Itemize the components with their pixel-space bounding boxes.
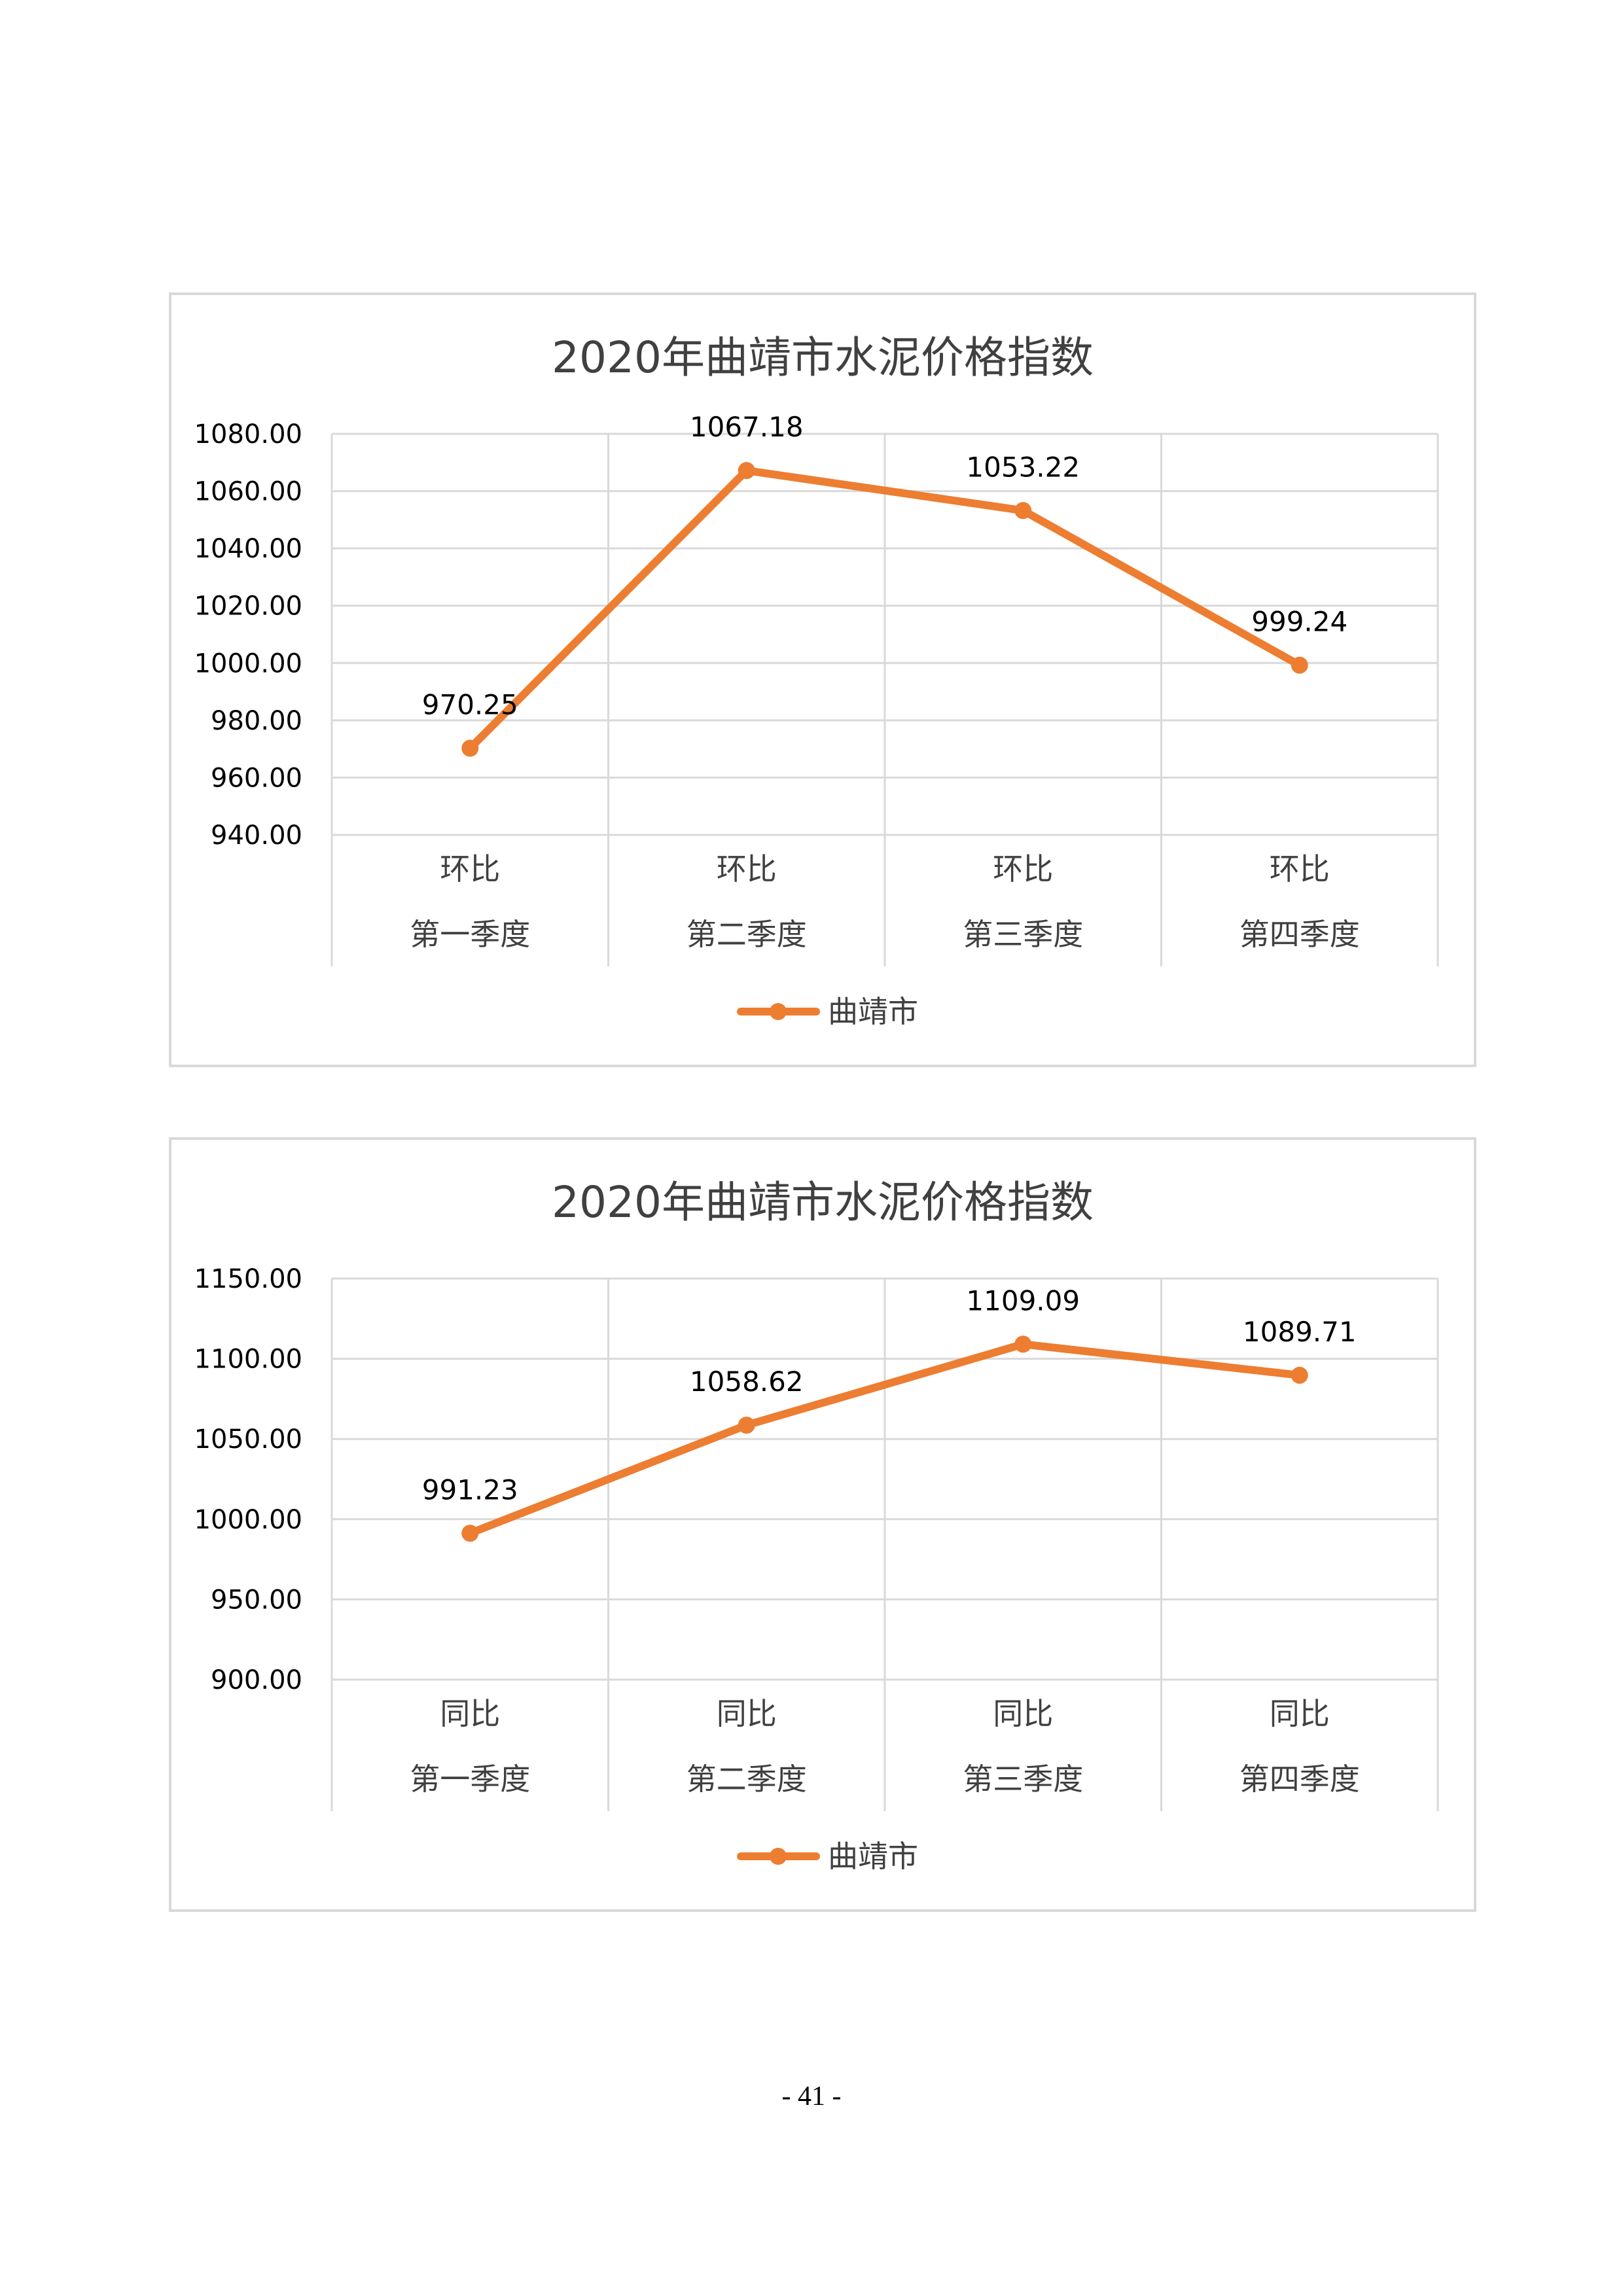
chart-1-ytick-label: 980.00 [211, 706, 302, 736]
chart-1-ytick-label: 1060.00 [194, 477, 302, 507]
chart-1-title: 2020年曲靖市水泥价格指数 [552, 332, 1094, 383]
chart-1-data-label: 970.25 [422, 689, 518, 721]
chart-2-legend: 曲靖市 [737, 1839, 918, 1874]
chart-1-data-label: 999.24 [1251, 606, 1347, 638]
chart-1-data-label: 1067.18 [690, 411, 804, 443]
chart-2-grid: 900.00 950.00 1000.00 1050.00 1100.00 1150.00 [194, 1264, 1439, 1811]
chart-1-ytick-label: 940.00 [211, 821, 302, 851]
chart-1-svg: 2020年曲靖市水泥价格指数 940.00 960.00 980.00 1000.00 1… [194, 332, 1439, 1029]
chart-2-category-label: 第二季度 [687, 1761, 807, 1797]
chart-1-data-point [1014, 502, 1032, 520]
chart-1-category-label: 环比 [717, 851, 777, 887]
chart-2-ytick-label: 950.00 [211, 1585, 302, 1615]
chart-2-ytick-label: 1100.00 [194, 1345, 302, 1375]
chart-1-data-point [461, 739, 479, 757]
chart-1-category-label: 环比 [1270, 851, 1330, 887]
chart-2-legend-marker [770, 1848, 787, 1865]
chart-2-data-point [1291, 1366, 1308, 1384]
chart-2-category-label: 同比 [993, 1696, 1053, 1731]
chart-2-data-label: 1058.62 [690, 1366, 804, 1398]
chart-1-category-label: 第三季度 [963, 917, 1083, 952]
chart-1-category-label: 环比 [440, 851, 500, 887]
chart-2-data-point [1014, 1335, 1032, 1353]
chart-2-ytick-label: 1150.00 [194, 1264, 302, 1294]
chart-1-ytick-label: 1000.00 [194, 648, 302, 679]
chart-2-series-line [466, 1340, 1304, 1538]
chart-1-container: 2020年曲靖市水泥价格指数 940.00 960.00 980.00 1000.00 1… [169, 292, 1476, 1067]
chart-2-container: 2020年曲靖市水泥价格指数 900.00 950.00 1000.00 1050.00… [169, 1137, 1476, 1912]
chart-2-data-point [738, 1417, 755, 1434]
page-number: - 41 - [781, 2081, 842, 2111]
chart-1-category-label: 第二季度 [687, 917, 807, 952]
chart-2-category-label: 第三季度 [963, 1761, 1083, 1797]
chart-1-data-label: 1053.22 [966, 451, 1080, 483]
chart-2-title: 2020年曲靖市水泥价格指数 [552, 1177, 1094, 1227]
chart-2-data-label: 991.23 [422, 1474, 518, 1506]
chart-2-ytick-label: 900.00 [211, 1665, 302, 1695]
chart-1-series-line [466, 467, 1304, 752]
chart-2-category-label: 同比 [1270, 1696, 1330, 1731]
chart-1-grid: 940.00 960.00 980.00 1000.00 1020.00 1040.00 1… [194, 419, 1439, 966]
chart-2-data-label: 1089.71 [1243, 1316, 1357, 1348]
chart-1-ytick-label: 1020.00 [194, 592, 302, 622]
chart-1-category-label: 第一季度 [410, 917, 530, 952]
chart-2-svg: 2020年曲靖市水泥价格指数 900.00 950.00 1000.00 1050.00… [194, 1177, 1439, 1874]
chart-2-data-label: 1109.09 [966, 1284, 1080, 1316]
chart-2-category-label: 同比 [440, 1696, 500, 1731]
chart-2-data-point [461, 1525, 479, 1542]
chart-1-legend-label: 曲靖市 [828, 994, 918, 1029]
chart-2-legend-label: 曲靖市 [828, 1839, 918, 1874]
chart-2-category-label: 同比 [717, 1696, 777, 1731]
chart-2-ytick-label: 1000.00 [194, 1505, 302, 1535]
chart-2-ytick-label: 1050.00 [194, 1424, 302, 1455]
chart-1-data-point [1291, 656, 1308, 674]
chart-1-category-label: 第四季度 [1240, 917, 1360, 952]
chart-1-category-label: 环比 [993, 851, 1053, 887]
chart-2-category-label: 第四季度 [1240, 1761, 1360, 1797]
chart-1-ytick-label: 1040.00 [194, 534, 302, 564]
chart-1-legend-marker [770, 1003, 787, 1020]
chart-1-data-point [738, 462, 755, 480]
chart-1-legend: 曲靖市 [737, 994, 918, 1029]
chart-1-ytick-label: 960.00 [211, 763, 302, 793]
chart-2-category-label: 第一季度 [410, 1761, 530, 1797]
chart-1-ytick-label: 1080.00 [194, 419, 302, 450]
